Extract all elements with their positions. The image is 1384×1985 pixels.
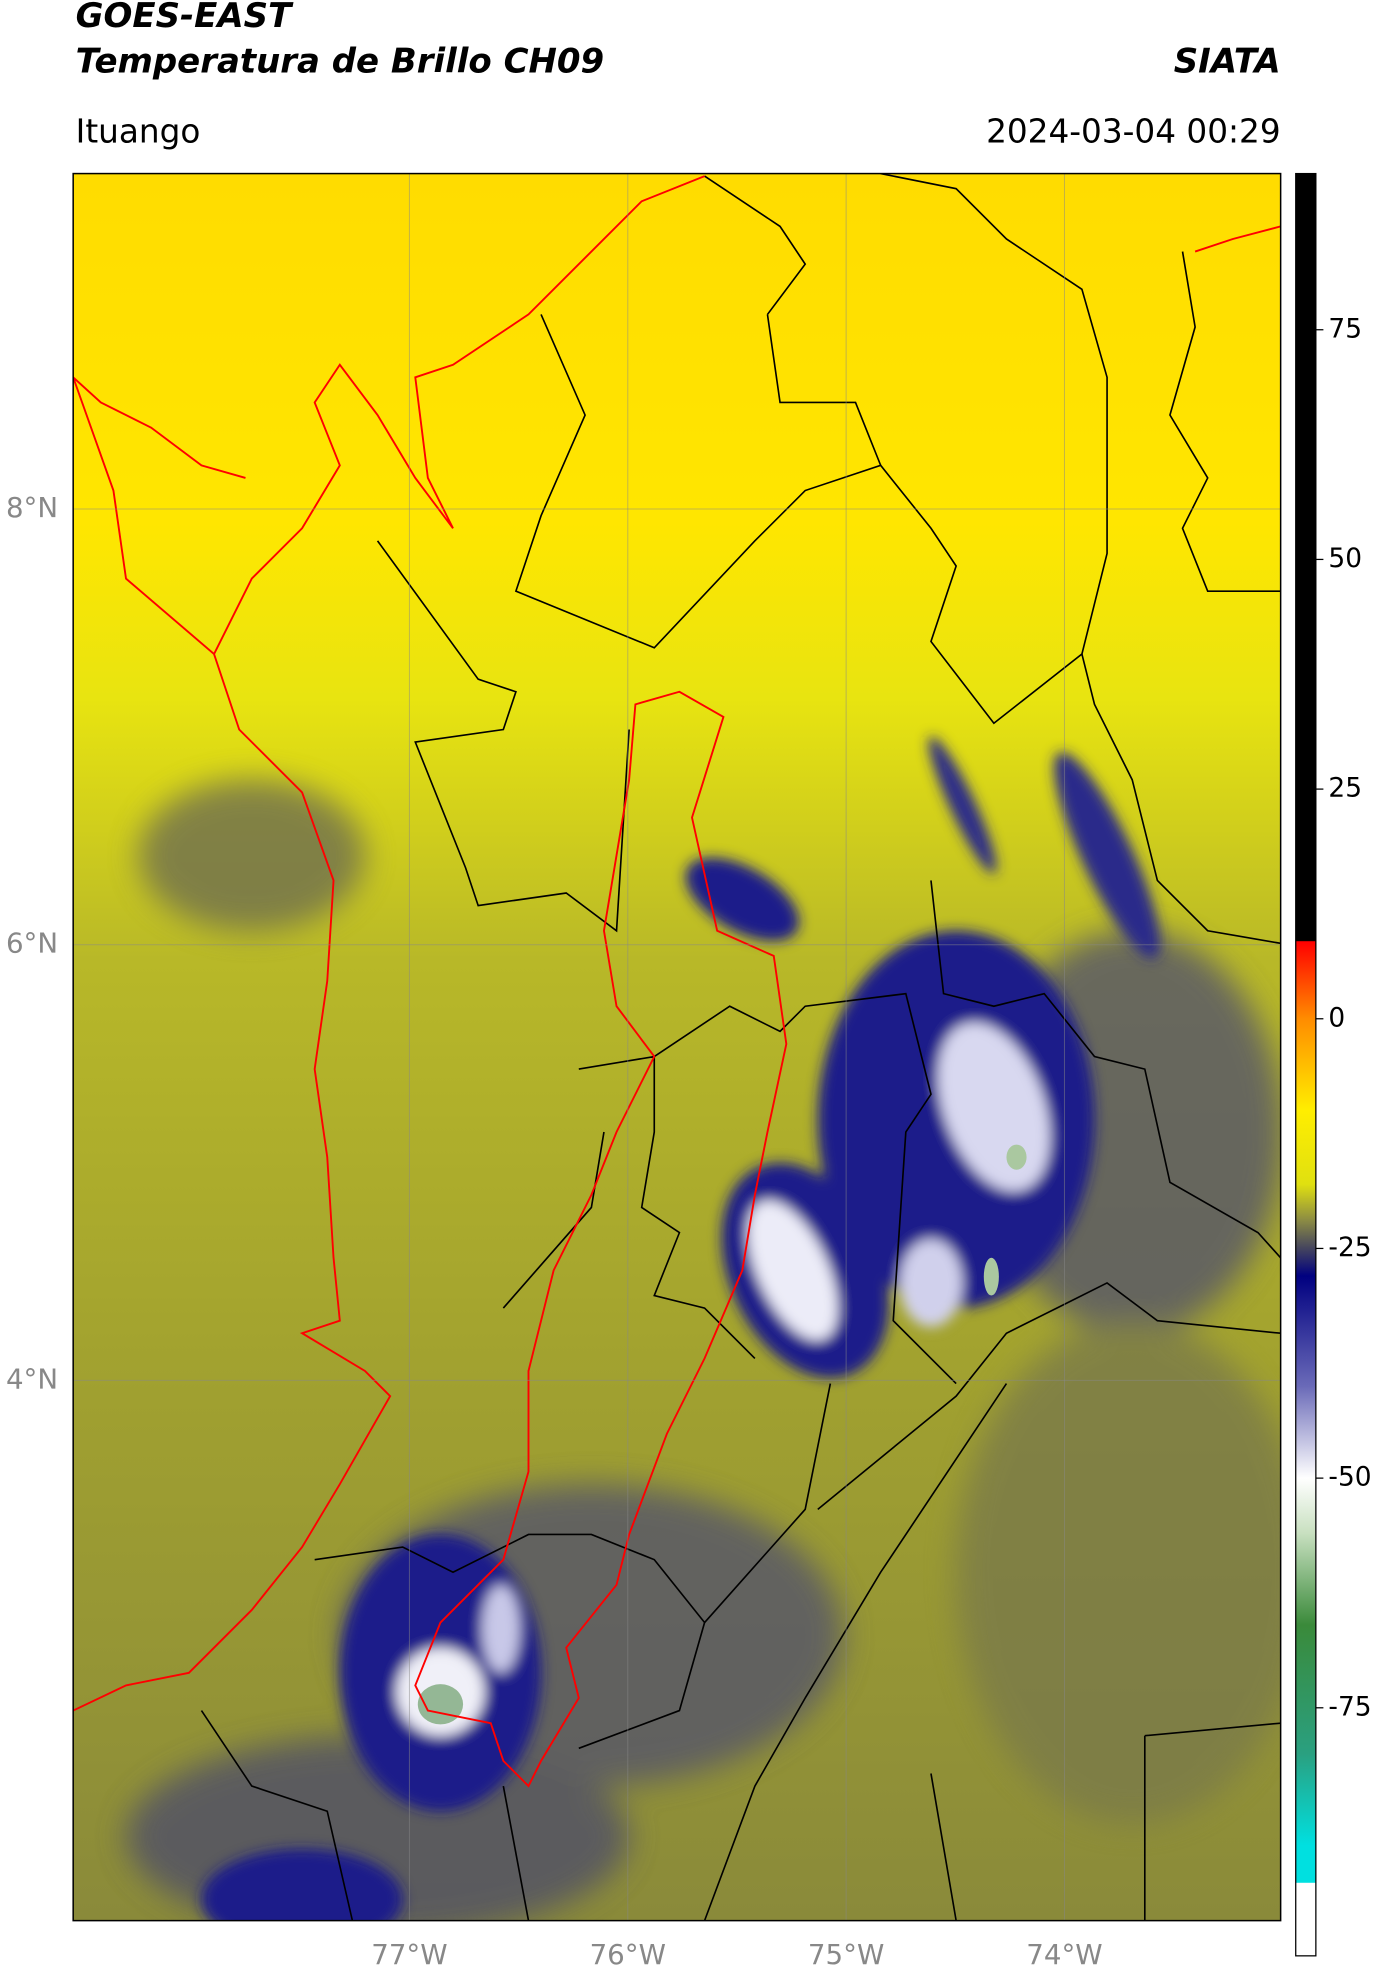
lon-tick-label: 74°W <box>1026 1938 1102 1971</box>
colorbar-tick-label: 0 <box>1328 1002 1345 1033</box>
subtitle: Temperatura de Brillo CH09 <box>76 41 604 81</box>
colorbar-tick-label: -75 <box>1328 1691 1371 1722</box>
source: SIATA <box>1174 41 1281 81</box>
map <box>73 173 1281 1921</box>
lon-tick-label: 76°W <box>590 1938 666 1971</box>
colorbar-tick-label: -50 <box>1328 1462 1371 1493</box>
colorbar-tick-label: 50 <box>1328 543 1362 574</box>
colorbar-tick-label: 75 <box>1328 313 1362 344</box>
lon-tick-label: 77°W <box>371 1938 447 1971</box>
lat-tick-label: 6°N <box>6 927 58 960</box>
lat-tick-label: 8°N <box>6 491 58 524</box>
lat-tick-label: 4°N <box>6 1362 58 1395</box>
colorbar-tick-label: 25 <box>1328 773 1362 804</box>
timestamp: 2024-03-04 00:29 <box>986 112 1281 150</box>
lon-tick-label: 75°W <box>808 1938 884 1971</box>
colorbar-tick-label: -25 <box>1328 1232 1371 1263</box>
title: GOES-EAST <box>76 0 294 36</box>
map-frame <box>72 172 1282 1922</box>
location: Ituango <box>76 112 201 150</box>
colorbar <box>1295 172 1317 1957</box>
